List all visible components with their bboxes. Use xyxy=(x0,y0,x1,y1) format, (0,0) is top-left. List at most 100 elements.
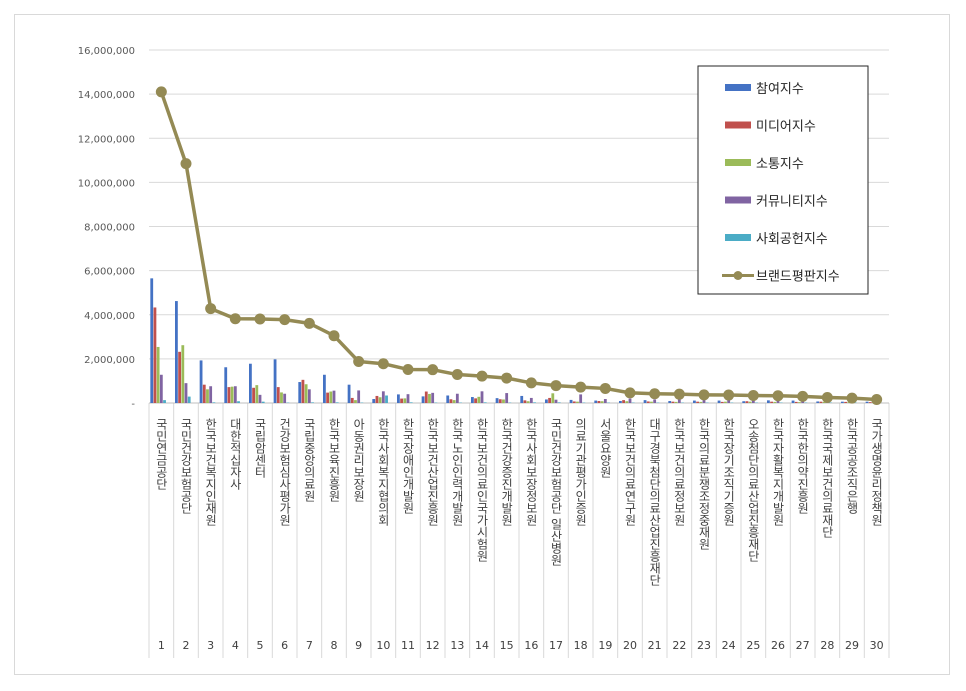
bar-커뮤니티지수 xyxy=(480,391,484,403)
bar-미디어지수 xyxy=(868,402,872,403)
rank-number: 26 xyxy=(771,639,785,652)
bar-미디어지수 xyxy=(523,400,527,403)
legend-label: 참여지수 xyxy=(756,82,804,97)
category-label: 한국국제보건의료재단 xyxy=(820,418,834,538)
category-label: 한국사회보장정보원 xyxy=(524,418,538,526)
legend-label: 커뮤니티지수 xyxy=(756,195,828,210)
category-label: 한국보건의료연구원 xyxy=(623,418,637,526)
rank-number: 30 xyxy=(870,639,884,652)
bar-미디어지수 xyxy=(178,351,181,403)
category-label: 한국보건산업진흥원 xyxy=(426,418,440,526)
point-브랜드평판지수 xyxy=(649,388,661,400)
bar-소통지수 xyxy=(526,401,530,403)
bar-미디어지수 xyxy=(498,399,502,403)
bar-커뮤니티지수 xyxy=(406,394,410,403)
bar-미디어지수 xyxy=(350,397,354,403)
category-label: 서울요양원 xyxy=(598,418,612,478)
rank-number: 16 xyxy=(524,639,538,652)
bar-미디어지수 xyxy=(819,401,823,403)
rank-number: 18 xyxy=(574,639,588,652)
point-브랜드평판지수 xyxy=(698,389,710,401)
legend-label: 브랜드평판지수 xyxy=(756,270,840,285)
bar-미디어지수 xyxy=(646,401,650,403)
bar-소통지수 xyxy=(403,398,407,403)
bar-커뮤니티지수 xyxy=(751,399,755,403)
bar-미디어지수 xyxy=(696,401,699,403)
y-tick-label: 6,000,000 xyxy=(84,267,135,278)
bar-미디어지수 xyxy=(153,307,157,403)
bar-소통지수 xyxy=(600,401,604,403)
bar-사회공헌지수 xyxy=(385,395,388,403)
bar-커뮤니티지수 xyxy=(159,374,163,403)
category-label: 한국장애인개발원 xyxy=(401,418,415,514)
bar-참여지수 xyxy=(841,401,844,403)
chart-svg: - 2,000,000 4,000,000 6,000,000 8,000,000 10,… xyxy=(78,46,890,658)
point-브랜드평판지수 xyxy=(575,381,587,393)
bar-참여지수 xyxy=(249,363,252,403)
bar-참여지수 xyxy=(742,401,746,403)
bar-참여지수 xyxy=(347,384,351,403)
bar-미디어지수 xyxy=(326,392,329,403)
rank-number: 6 xyxy=(281,639,288,652)
bar-사회공헌지수 xyxy=(483,402,487,403)
bar-참여지수 xyxy=(865,401,869,403)
rank-number: 7 xyxy=(306,639,313,652)
category-label: 한국보육진흥원 xyxy=(327,418,341,502)
legend-label: 사회공헌지수 xyxy=(756,232,828,247)
category-label: 한국공공조직은행 xyxy=(845,418,859,514)
legend-box xyxy=(697,65,869,295)
point-브랜드평판지수 xyxy=(205,303,217,315)
category-label: 아동권리보장원 xyxy=(352,418,366,502)
bar-참여지수 xyxy=(495,398,499,403)
bar-사회공헌지수 xyxy=(237,401,240,403)
bar-소통지수 xyxy=(798,402,801,403)
category-label: 대한적십자사 xyxy=(228,418,242,490)
category-label: 국립암센터 xyxy=(253,418,267,478)
point-브랜드평판지수 xyxy=(772,390,784,402)
rank-number: 9 xyxy=(355,639,362,652)
bar-참여지수 xyxy=(767,400,770,403)
bar-커뮤니티지수 xyxy=(579,394,583,403)
bar-커뮤니티지수 xyxy=(505,393,509,403)
rank-number: 17 xyxy=(549,639,563,652)
bar-소통지수 xyxy=(748,401,752,403)
bar-커뮤니티지수 xyxy=(381,391,385,403)
category-label: 한국건강증진개발원 xyxy=(500,418,514,526)
category-labels: 국민연금공단 1 국민건강보험공단 2 한국보건복지인재원 3 대한적십자사 4 국립암센터 5 건… xyxy=(154,418,883,652)
y-tick-label: - xyxy=(131,399,135,410)
rank-number: 8 xyxy=(331,639,338,652)
bar-소통지수 xyxy=(773,401,777,403)
point-브랜드평판지수 xyxy=(476,370,488,382)
bar-참여지수 xyxy=(175,301,178,403)
category-label: 국민건강보험공단 xyxy=(179,418,193,514)
bar-참여지수 xyxy=(372,399,376,403)
point-브랜드평판지수 xyxy=(427,364,439,376)
bar-커뮤니티지수 xyxy=(258,394,262,403)
point-브랜드평판지수 xyxy=(550,380,562,392)
category-label: 한국장기조직기증원 xyxy=(722,418,736,526)
rank-number: 15 xyxy=(500,639,514,652)
rank-number: 23 xyxy=(697,639,711,652)
category-label: 한국보건복지인재원 xyxy=(204,418,218,526)
point-브랜드평판지수 xyxy=(303,317,315,329)
bar-소통지수 xyxy=(551,393,555,403)
bar-미디어지수 xyxy=(597,401,601,403)
bar-참여지수 xyxy=(717,400,721,403)
y-tick-label: 2,000,000 xyxy=(84,355,135,366)
point-브랜드평판지수 xyxy=(797,390,809,402)
bar-참여지수 xyxy=(273,359,277,403)
bar-커뮤니티지수 xyxy=(332,390,336,403)
category-label: 오송첨단의료산업진흥재단 xyxy=(746,418,760,562)
rank-number: 24 xyxy=(722,639,736,652)
bar-미디어지수 xyxy=(400,398,403,403)
bar-미디어지수 xyxy=(844,401,847,403)
bar-커뮤니티지수 xyxy=(702,399,706,403)
category-label: 한국보건의료정보원 xyxy=(672,418,686,526)
legend-swatch xyxy=(725,159,751,166)
rank-number: 4 xyxy=(232,639,239,652)
point-브랜드평판지수 xyxy=(155,86,167,98)
legend-swatch xyxy=(725,234,751,241)
rank-number: 12 xyxy=(426,639,440,652)
bar-사회공헌지수 xyxy=(163,400,166,403)
bar-소통지수 xyxy=(304,384,308,403)
